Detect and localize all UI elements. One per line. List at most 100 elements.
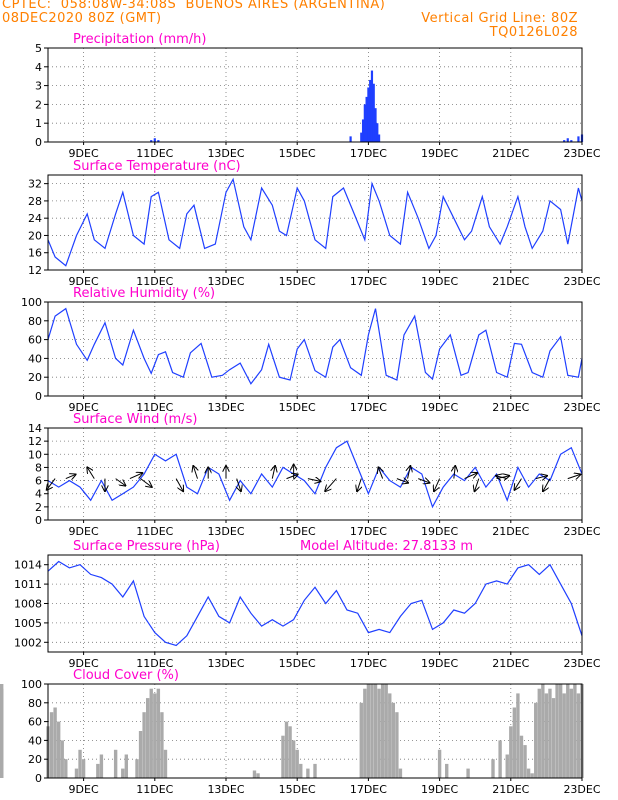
precip-xtick-label: 11DEC <box>136 147 173 160</box>
cloud-bar <box>377 688 381 778</box>
temp-xtick-label: 19DEC <box>421 275 458 288</box>
humidity-xtick-label: 17DEC <box>350 401 387 414</box>
wind-ytick-label: 4 <box>35 488 42 501</box>
humidity-ytick-label: 20 <box>28 371 42 384</box>
wind-ytick-label: 12 <box>28 435 42 448</box>
wind-arrow <box>434 478 441 492</box>
wind-xtick-label: 23DEC <box>563 525 600 538</box>
wind-ytick-label: 8 <box>35 461 42 474</box>
precip-xtick-label: 21DEC <box>492 147 529 160</box>
precip-bar <box>360 132 363 142</box>
temp-xtick-label: 11DEC <box>136 275 173 288</box>
cloud-bar <box>558 684 563 778</box>
cloud-bar <box>373 684 378 778</box>
cloud-bar <box>113 749 118 778</box>
temp-ytick-label: 16 <box>28 247 42 260</box>
humidity-frame <box>47 301 583 397</box>
wind-arrow <box>454 466 455 479</box>
wind-arrow <box>87 467 95 479</box>
cloud-bar <box>555 684 559 778</box>
humidity-xtick-label: 19DEC <box>421 401 458 414</box>
cloud-bar <box>512 707 517 778</box>
cloud-bar <box>388 693 392 778</box>
cloud-bar <box>537 688 541 778</box>
humidity-xtick-label: 9DEC <box>69 401 99 414</box>
humidity-xtick-label: 11DEC <box>136 401 173 414</box>
cloud-bar <box>49 712 54 778</box>
wind-arrow <box>129 473 143 480</box>
cloud-bar <box>548 688 552 778</box>
cloud-bar <box>551 698 556 778</box>
temp-series-line <box>47 177 583 267</box>
precip-ytick-label: 4 <box>35 61 42 74</box>
cloud-bar <box>74 768 79 778</box>
pressure-xtick-label: 13DEC <box>207 657 244 670</box>
wind-ytick-label: 2 <box>35 501 42 514</box>
precip-xtick-label: 9DEC <box>69 147 99 160</box>
wind-arrow <box>140 478 152 487</box>
cloud-bar <box>306 768 310 778</box>
precip-panel: 0 1 2 3 4 5 9DEC 11DEC 13DEC 15DEC 17DEC 19DEC 21DEC… <box>35 32 601 160</box>
wind-xtick-label: 15DEC <box>279 525 316 538</box>
wind-arrow <box>408 466 411 479</box>
cloud-bar <box>156 688 161 778</box>
cloud-xtick-label: 19DEC <box>421 783 458 796</box>
wind-arrow <box>535 476 547 479</box>
cloud-bar <box>534 702 538 778</box>
cloud-bar <box>573 684 577 778</box>
wind-arrow <box>325 478 337 492</box>
precip-ytick-label: 0 <box>35 136 42 149</box>
cloud-bar <box>384 684 388 778</box>
cloud-bar <box>380 684 385 778</box>
wind-xtick-label: 11DEC <box>136 525 173 538</box>
wind-ytick-label: 6 <box>35 475 42 488</box>
cloud-bar <box>544 693 549 778</box>
pressure-xtick-label: 19DEC <box>421 657 458 670</box>
cloud-bar <box>569 688 574 778</box>
cloud-bar <box>121 768 125 778</box>
cloud-xtick-label: 17DEC <box>350 783 387 796</box>
precip-bar <box>570 140 573 142</box>
cloud-bar <box>153 693 157 778</box>
cloud-bar <box>523 745 527 778</box>
cloud-bar <box>135 759 139 778</box>
precip-bar <box>376 123 379 142</box>
temp-frame <box>47 174 583 271</box>
wind-arrow <box>567 474 581 478</box>
wind-title: Surface Wind (m/s) <box>73 412 197 427</box>
humidity-ytick-label: 100 <box>21 296 42 309</box>
cloud-bar <box>160 712 164 778</box>
cloud-ytick-label: 80 <box>28 697 42 710</box>
temp-ytick-label: 12 <box>28 264 42 277</box>
cloud-frame <box>47 683 583 779</box>
header-code: TQ0126L028 <box>489 25 578 40</box>
wind-ytick-label: 0 <box>35 514 42 527</box>
cloud-bar <box>295 749 299 778</box>
temp-xtick-label: 23DEC <box>563 275 600 288</box>
cloud-bar <box>576 693 581 778</box>
cloud-ytick-label: 0 <box>35 772 42 785</box>
cloud-title: Cloud Cover (%) <box>73 668 179 683</box>
wind-arrow <box>464 473 478 480</box>
cloud-bar <box>299 763 303 778</box>
temp-ytick-label: 28 <box>28 195 42 208</box>
cloud-bar <box>149 688 153 778</box>
cloud-ytick-label: 40 <box>28 734 42 747</box>
humidity-xtick-label: 13DEC <box>207 401 244 414</box>
cloud-bar <box>252 770 257 778</box>
humidity-xtick-label: 21DEC <box>492 401 529 414</box>
temp-xtick-label: 9DEC <box>69 275 99 288</box>
pressure-ytick-label: 1014 <box>14 559 42 572</box>
wind-xtick-label: 21DEC <box>492 525 529 538</box>
cloud-bar <box>398 768 403 778</box>
cloud-ytick-label: 60 <box>28 716 42 729</box>
temp-ytick-label: 24 <box>28 212 42 225</box>
cloud-bar <box>541 684 545 778</box>
cloud-bar <box>281 735 285 778</box>
precip-ytick-label: 2 <box>35 98 42 111</box>
cloud-bar <box>0 684 4 778</box>
precip-title: Precipitation (mm/h) <box>73 32 206 47</box>
temp-xtick-label: 21DEC <box>492 275 529 288</box>
header-station: CPTEC: 058:08W-34:08S BUENOS AIRES (ARGE… <box>2 0 386 12</box>
